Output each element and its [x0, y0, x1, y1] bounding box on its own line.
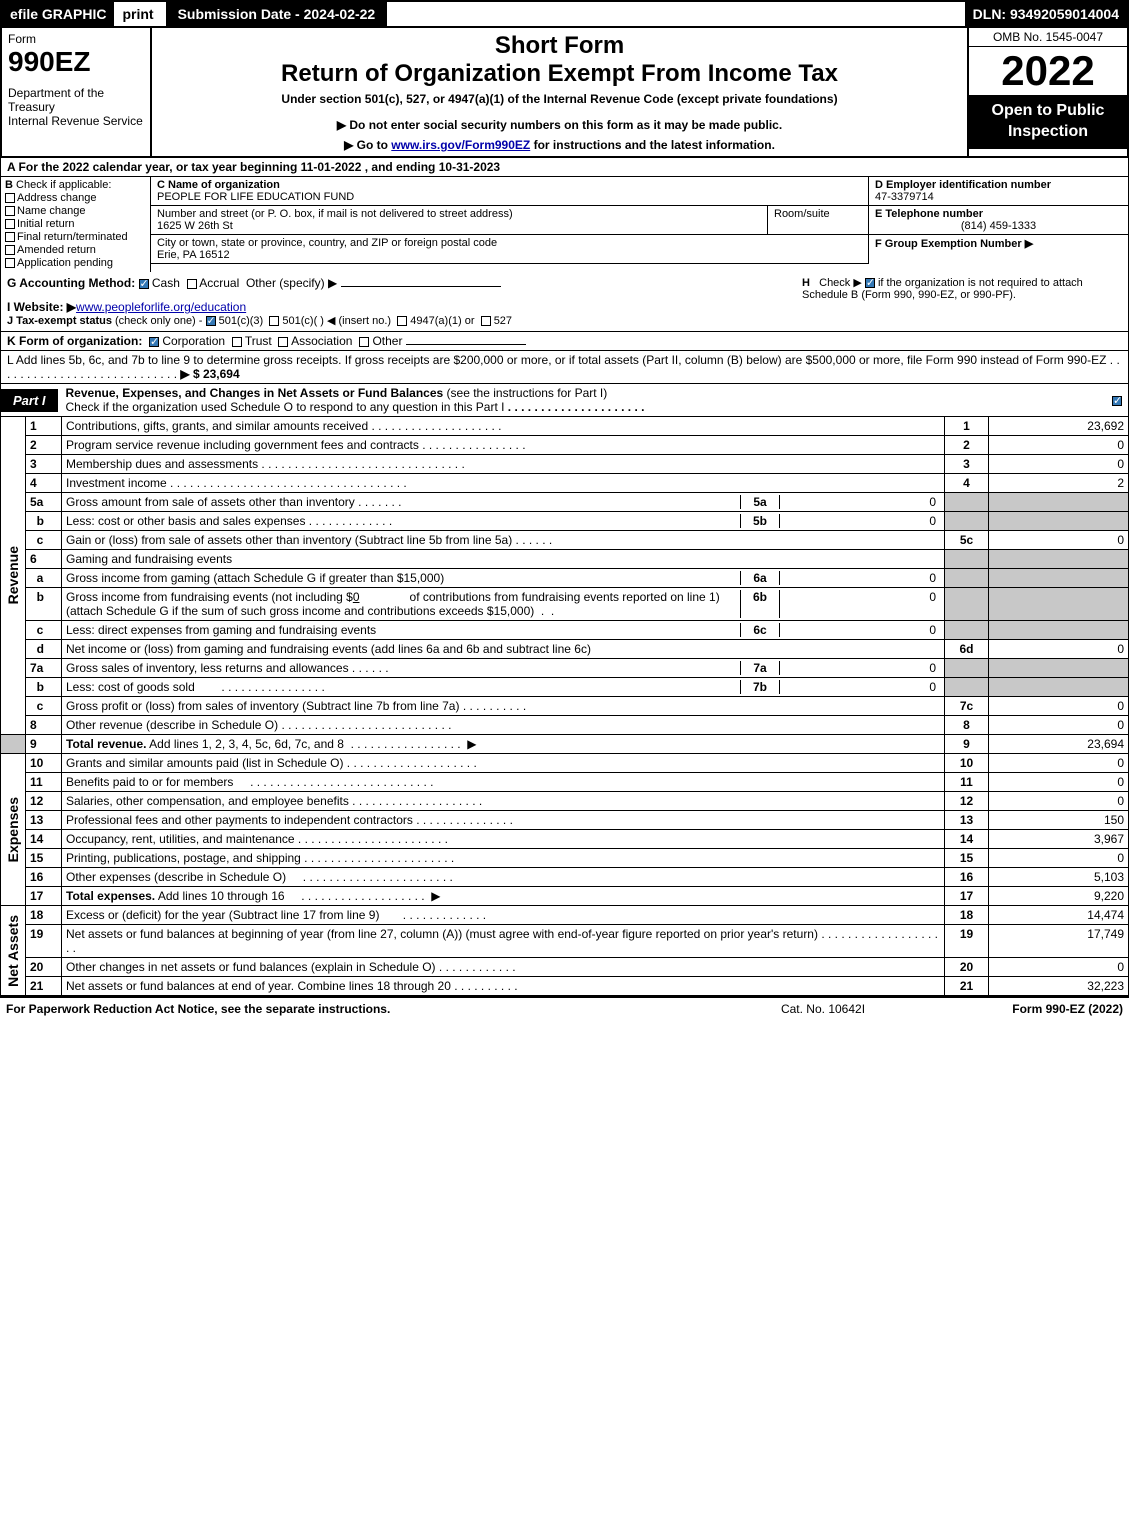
- h-schedule-b: H Check ▶ if the organization is not req…: [802, 276, 1122, 327]
- cb-application-pending[interactable]: [5, 258, 15, 268]
- section-l: L Add lines 5b, 6c, and 7b to line 9 to …: [0, 351, 1129, 384]
- header-left: Form 990EZ Department of the Treasury In…: [2, 28, 152, 156]
- expenses-side-label: Expenses: [1, 754, 26, 906]
- section-bcdef: B Check if applicable: Address change Na…: [0, 177, 1129, 272]
- cb-accrual[interactable]: [187, 279, 197, 289]
- under-section: Under section 501(c), 527, or 4947(a)(1)…: [160, 92, 959, 106]
- header-center: Short Form Return of Organization Exempt…: [152, 28, 967, 156]
- submission-date: Submission Date - 2024-02-22: [162, 2, 388, 26]
- cat-no: Cat. No. 10642I: [723, 1002, 923, 1016]
- cb-initial-return[interactable]: [5, 219, 15, 229]
- part-i-header: Part I Revenue, Expenses, and Changes in…: [0, 384, 1129, 417]
- part-i-tab: Part I: [1, 389, 58, 412]
- cb-final-return[interactable]: [5, 232, 15, 242]
- cb-trust[interactable]: [232, 337, 242, 347]
- cb-501c[interactable]: [269, 316, 279, 326]
- page-footer: For Paperwork Reduction Act Notice, see …: [0, 996, 1129, 1020]
- short-form-title: Short Form: [160, 32, 959, 60]
- cb-name-change[interactable]: [5, 206, 15, 216]
- f-group-exemption: F Group Exemption Number ▶: [869, 235, 1128, 252]
- top-bar: efile GRAPHIC print Submission Date - 20…: [0, 0, 1129, 28]
- cb-association[interactable]: [278, 337, 288, 347]
- d-ein: D Employer identification number 47-3379…: [869, 177, 1128, 206]
- omb-number: OMB No. 1545-0047: [969, 28, 1127, 47]
- row-a-calendar: A For the 2022 calendar year, or tax yea…: [0, 158, 1129, 177]
- form-header: Form 990EZ Department of the Treasury In…: [0, 28, 1129, 158]
- dept-label: Department of the Treasury Internal Reve…: [8, 86, 144, 128]
- cb-4947[interactable]: [397, 316, 407, 326]
- cb-address-change[interactable]: [5, 193, 15, 203]
- cb-schedule-b[interactable]: [865, 278, 875, 288]
- e-telephone: E Telephone number (814) 459-1333: [869, 206, 1128, 235]
- paperwork-notice: For Paperwork Reduction Act Notice, see …: [6, 1002, 723, 1016]
- form-title: Return of Organization Exempt From Incom…: [160, 60, 959, 88]
- irs-link[interactable]: www.irs.gov/Form990EZ: [391, 138, 530, 152]
- cb-schedule-o-parti[interactable]: [1112, 396, 1122, 406]
- row-street: Number and street (or P. O. box, if mail…: [151, 206, 868, 235]
- form-label: Form: [8, 32, 144, 46]
- part-i-table: Revenue 1Contributions, gifts, grants, a…: [0, 417, 1129, 996]
- cb-527[interactable]: [481, 316, 491, 326]
- tax-year: 2022: [969, 47, 1127, 95]
- dln-label: DLN: 93492059014004: [965, 2, 1127, 26]
- cb-cash[interactable]: [139, 279, 149, 289]
- row-c-name: C Name of organization PEOPLE FOR LIFE E…: [151, 177, 868, 206]
- ssn-note: ▶ Do not enter social security numbers o…: [160, 118, 959, 132]
- goto-note: ▶ Go to www.irs.gov/Form990EZ for instru…: [160, 138, 959, 152]
- col-b-checkboxes: B Check if applicable: Address change Na…: [1, 177, 151, 272]
- open-inspection: Open to Public Inspection: [969, 95, 1127, 149]
- row-city: City or town, state or province, country…: [151, 235, 868, 264]
- netassets-side-label: Net Assets: [1, 906, 26, 996]
- section-k: K Form of organization: Corporation Trus…: [0, 332, 1129, 351]
- col-def: D Employer identification number 47-3379…: [868, 177, 1128, 264]
- efile-label: efile GRAPHIC: [2, 2, 114, 26]
- website-link[interactable]: www.peopleforlife.org/education: [76, 300, 246, 314]
- cb-501c3[interactable]: [206, 316, 216, 326]
- section-ghij: G Accounting Method: Cash Accrual Other …: [0, 272, 1129, 332]
- revenue-side-label: Revenue: [1, 417, 26, 735]
- header-right: OMB No. 1545-0047 2022 Open to Public In…: [967, 28, 1127, 156]
- cb-other-org[interactable]: [359, 337, 369, 347]
- cb-amended-return[interactable]: [5, 245, 15, 255]
- print-button[interactable]: print: [114, 2, 161, 26]
- form-number: 990EZ: [8, 46, 144, 78]
- cb-corporation[interactable]: [149, 337, 159, 347]
- form-footer-label: Form 990-EZ (2022): [923, 1002, 1123, 1016]
